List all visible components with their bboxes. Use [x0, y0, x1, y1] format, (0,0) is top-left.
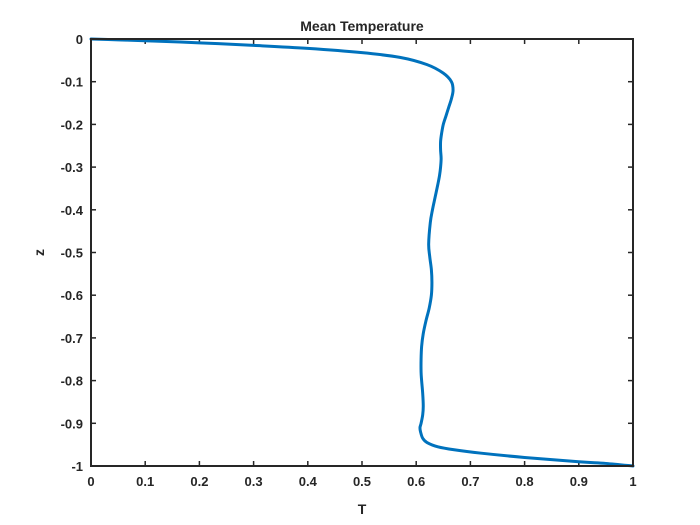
- series-layer: [89, 37, 635, 468]
- y-tick-label: -0.9: [61, 416, 83, 431]
- x-tick-label: 0.4: [299, 474, 318, 489]
- y-axis-label: z: [31, 249, 47, 256]
- y-tick-label: -0.3: [61, 160, 83, 175]
- y-tick-label: 0: [76, 32, 83, 47]
- x-tick-label: 0.8: [516, 474, 534, 489]
- x-tick-label: 0.2: [190, 474, 208, 489]
- series-line-0: [89, 37, 635, 468]
- chart-title: Mean Temperature: [300, 18, 424, 34]
- y-tick-label: -0.4: [61, 203, 84, 218]
- plot-frame: [90, 38, 634, 467]
- x-tick-label: 0.9: [570, 474, 588, 489]
- y-tick-label: -0.5: [61, 246, 83, 261]
- x-tick-label: 0.7: [461, 474, 479, 489]
- x-tick-label: 0.3: [245, 474, 263, 489]
- y-tick-label: -0.7: [61, 331, 83, 346]
- x-tick-label: 0.6: [407, 474, 425, 489]
- y-tick-labels: 0 -0.1 -0.2 -0.3 -0.4 -0.5 -0.6 -0.7 -0.8 -0.9 -1: [61, 32, 84, 474]
- x-tick-label: 1: [629, 474, 636, 489]
- y-tick-label: -0.6: [61, 288, 83, 303]
- x-axis-label: T: [358, 501, 367, 517]
- x-tick-label: 0.5: [353, 474, 371, 489]
- plot-area: [91, 39, 633, 466]
- y-tick-label: -0.1: [61, 75, 83, 90]
- x-tick-labels: 0 0.1 0.2 0.3 0.4 0.5 0.6 0.7 0.8 0.9 1: [87, 474, 636, 489]
- x-tick-label: 0.1: [136, 474, 154, 489]
- y-tick-label: -1: [71, 459, 83, 474]
- x-tick-label: 0: [87, 474, 94, 489]
- y-tick-label: -0.8: [61, 374, 83, 389]
- y-tick-label: -0.2: [61, 117, 83, 132]
